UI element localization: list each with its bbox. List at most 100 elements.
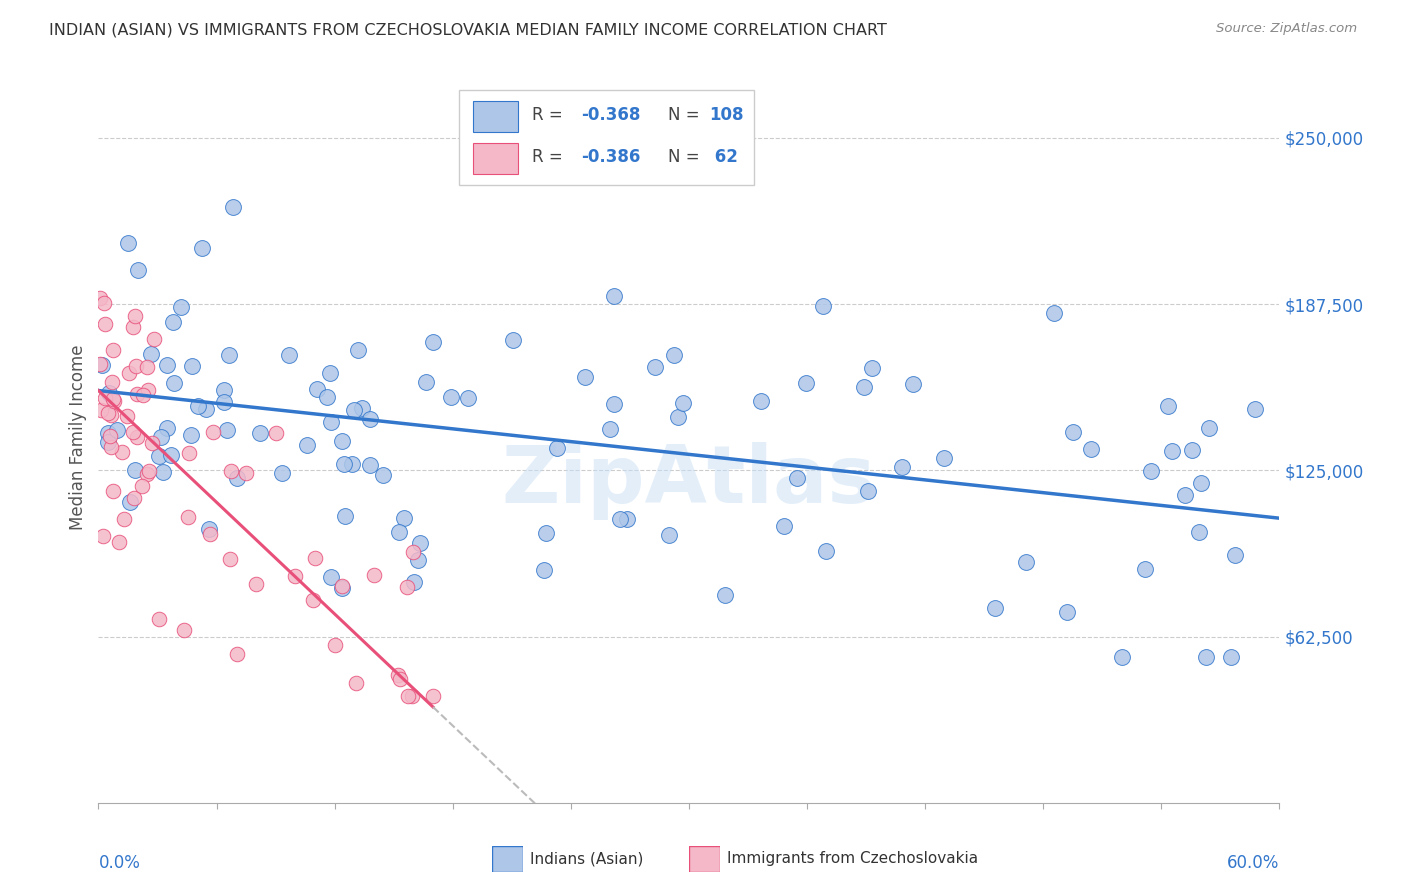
Point [1015, 555, 1038, 569]
Point [235, 466, 257, 480]
Point [149, 430, 172, 444]
Point [794, 376, 817, 390]
Point [1188, 525, 1211, 540]
Point [815, 543, 838, 558]
FancyBboxPatch shape [472, 143, 517, 174]
Point [813, 299, 835, 313]
Point [371, 468, 394, 483]
Point [599, 422, 621, 436]
Point [122, 320, 145, 334]
Point [609, 511, 631, 525]
Point [277, 348, 299, 362]
Point [1133, 562, 1156, 576]
Point [1157, 399, 1180, 413]
Point [1140, 464, 1163, 478]
Point [101, 343, 124, 357]
Point [657, 527, 679, 541]
Point [198, 522, 221, 536]
Point [141, 435, 163, 450]
Point [124, 463, 146, 477]
Point [125, 387, 148, 401]
Point [120, 495, 142, 509]
Point [983, 600, 1005, 615]
Point [387, 668, 409, 682]
Text: N =: N = [668, 106, 699, 124]
Point [396, 690, 419, 704]
Point [533, 563, 555, 577]
Point [138, 463, 160, 477]
Point [404, 575, 426, 590]
Point [218, 348, 240, 362]
Point [1198, 421, 1220, 435]
Point [347, 343, 370, 357]
Point [323, 638, 346, 652]
Point [122, 491, 145, 506]
Point [132, 388, 155, 402]
Point [359, 458, 381, 472]
Point [271, 466, 294, 480]
Text: Immigrants from Czechoslovakia: Immigrants from Czechoslovakia [727, 852, 979, 866]
Point [1056, 605, 1078, 619]
Point [932, 450, 955, 465]
Point [103, 394, 125, 409]
Point [602, 397, 624, 411]
Point [89, 291, 111, 305]
Point [90, 402, 112, 417]
Point [890, 460, 912, 475]
Point [135, 467, 157, 481]
Point [94, 391, 117, 405]
Point [335, 508, 357, 523]
Point [100, 375, 122, 389]
Point [100, 408, 122, 422]
Point [101, 392, 124, 407]
Point [117, 235, 139, 250]
Text: ZipAtlas: ZipAtlas [502, 442, 876, 520]
Point [91, 529, 114, 543]
Point [387, 525, 409, 540]
Point [415, 376, 437, 390]
Point [108, 534, 131, 549]
Point [1244, 401, 1267, 416]
Text: Source: ZipAtlas.com: Source: ZipAtlas.com [1216, 22, 1357, 36]
Point [343, 403, 366, 417]
Point [226, 647, 249, 661]
Point [333, 457, 356, 471]
Point [1174, 488, 1197, 502]
Point [502, 333, 524, 347]
Point [198, 527, 221, 541]
Point [1080, 442, 1102, 456]
Text: -0.386: -0.386 [582, 148, 641, 166]
Point [1195, 649, 1218, 664]
Point [853, 380, 876, 394]
Point [321, 416, 343, 430]
Point [187, 399, 209, 413]
Point [858, 483, 880, 498]
Point [340, 457, 363, 471]
Point [215, 423, 238, 437]
Point [264, 425, 287, 440]
Point [201, 425, 224, 439]
Point [406, 553, 429, 567]
Point [422, 690, 444, 704]
Point [156, 358, 179, 372]
Point [152, 465, 174, 479]
Point [148, 612, 170, 626]
Point [139, 346, 162, 360]
Point [1111, 649, 1133, 664]
Point [1043, 306, 1066, 320]
Point [181, 359, 204, 374]
Point [111, 445, 134, 459]
Point [179, 446, 201, 460]
Point [112, 512, 135, 526]
Text: INDIAN (ASIAN) VS IMMIGRANTS FROM CZECHOSLOVAKIA MEDIAN FAMILY INCOME CORRELATIO: INDIAN (ASIAN) VS IMMIGRANTS FROM CZECHO… [49, 22, 887, 37]
Point [117, 409, 139, 424]
Point [396, 580, 419, 594]
Point [330, 581, 353, 595]
Point [118, 366, 141, 380]
Point [97, 407, 120, 421]
Text: -0.368: -0.368 [582, 106, 641, 124]
Point [402, 544, 425, 558]
Point [142, 332, 165, 346]
Point [97, 425, 120, 440]
FancyBboxPatch shape [458, 90, 754, 185]
